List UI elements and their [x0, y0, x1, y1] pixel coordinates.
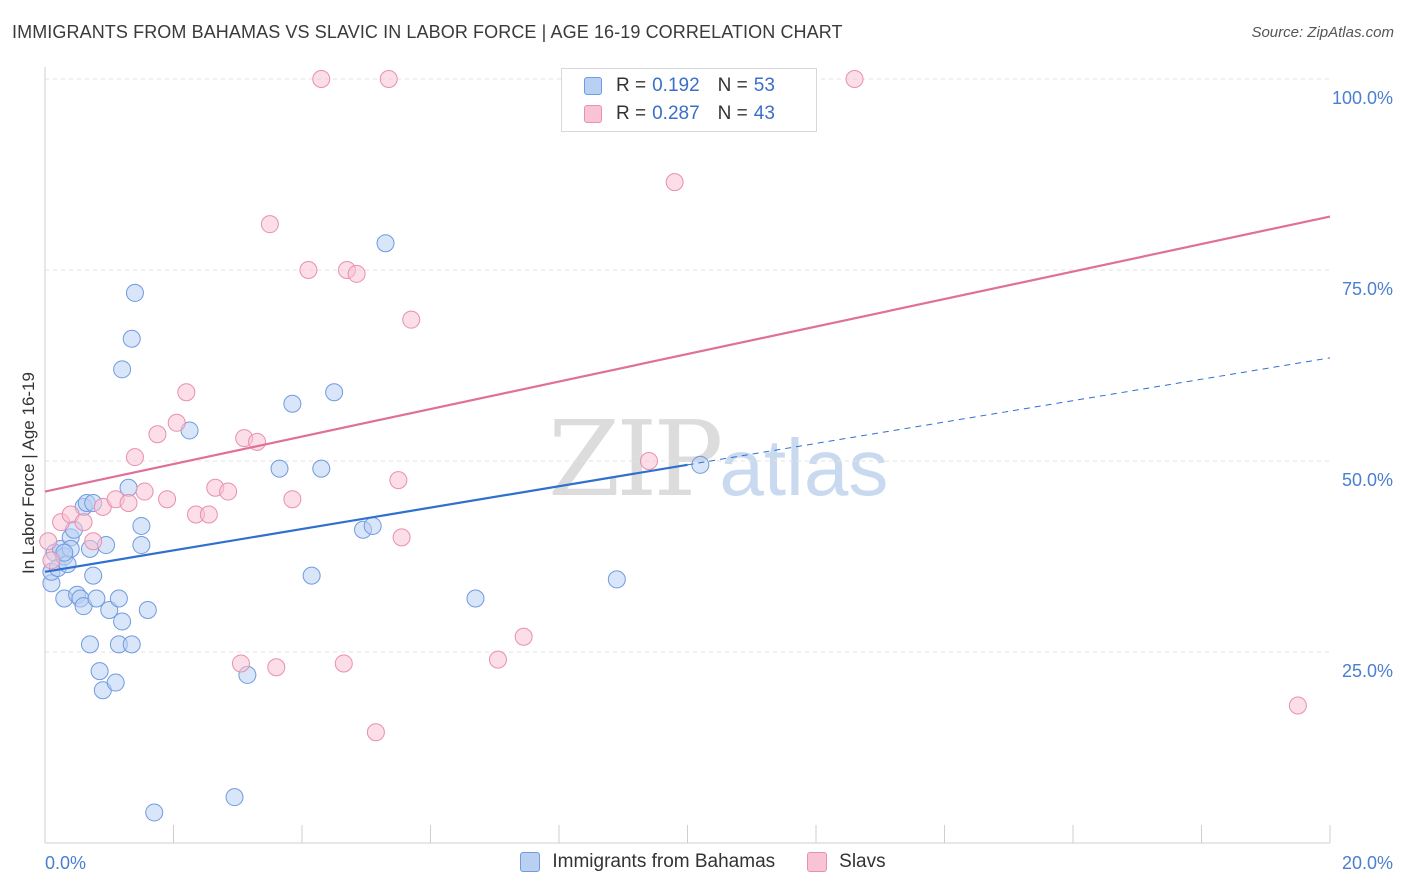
point-slavs [39, 532, 58, 551]
point-bahamas [325, 383, 344, 402]
x-tick-label: 20.0% [1342, 853, 1393, 873]
legend-row-bahamas: R = 0.192 N = 53 [584, 73, 775, 99]
point-slavs [267, 658, 286, 677]
point-slavs [135, 482, 154, 501]
point-slavs [283, 490, 302, 509]
y-tick-label: 50.0% [1342, 470, 1393, 490]
point-bahamas [100, 600, 119, 619]
point-slavs [148, 425, 167, 444]
y-axis-label: In Labor Force | Age 16-19 [19, 372, 38, 574]
series-swatch-bahamas [520, 852, 541, 872]
point-bahamas [87, 589, 106, 608]
series-name-slavs: Slavs [839, 851, 886, 872]
point-slavs [488, 650, 507, 669]
watermark-atlas: atlas [719, 423, 889, 512]
point-bahamas [113, 612, 132, 631]
point-slavs [514, 627, 533, 646]
point-bahamas [80, 635, 99, 654]
point-slavs [347, 264, 366, 283]
point-bahamas [312, 459, 331, 478]
point-slavs [402, 310, 421, 329]
point-slavs [639, 452, 658, 470]
point-slavs [219, 482, 238, 501]
point-slavs [1288, 696, 1307, 715]
point-bahamas [122, 635, 141, 654]
chart-title: IMMIGRANTS FROM BAHAMAS VS SLAVIC IN LAB… [12, 22, 843, 42]
point-slavs [299, 261, 318, 279]
point-slavs [158, 490, 177, 509]
point-slavs [665, 173, 684, 192]
point-bahamas [122, 329, 141, 348]
point-slavs [389, 471, 408, 490]
series-swatch-slavs [807, 852, 828, 872]
point-bahamas [691, 455, 710, 474]
point-slavs [231, 654, 250, 673]
point-bahamas [145, 803, 164, 822]
y-tick-label: 25.0% [1342, 661, 1393, 681]
point-slavs [119, 494, 138, 513]
point-bahamas [84, 566, 103, 585]
point-bahamas [90, 662, 109, 681]
y-tick-label: 75.0% [1342, 279, 1393, 299]
point-bahamas [132, 516, 151, 535]
point-bahamas [109, 589, 128, 608]
trendline-bahamas [44, 463, 688, 573]
point-slavs [84, 532, 103, 551]
source-note: Source: ZipAtlas.com [1251, 24, 1394, 41]
point-bahamas [132, 536, 151, 555]
legend-r-label: R = [616, 75, 647, 96]
point-bahamas [283, 394, 302, 413]
legend-swatch-bahamas [584, 77, 602, 95]
point-bahamas [125, 283, 144, 302]
trendline-slavs [44, 215, 1331, 493]
trendline-bahamas-extension [687, 357, 1331, 466]
legend-n-value-slavs: 43 [753, 103, 775, 124]
point-bahamas [302, 566, 321, 585]
point-slavs [366, 723, 385, 742]
point-slavs [334, 654, 353, 673]
point-bahamas [363, 516, 382, 535]
point-slavs [74, 513, 93, 532]
point-slavs [379, 70, 398, 88]
point-bahamas [106, 673, 125, 692]
series-legend-slavs: Slavs [807, 851, 886, 873]
point-bahamas [607, 570, 626, 589]
x-tick-label: 0.0% [45, 853, 86, 873]
point-slavs [199, 505, 218, 524]
point-bahamas [113, 360, 132, 379]
point-slavs [260, 215, 279, 234]
legend-r-label: R = [616, 103, 647, 124]
point-slavs [312, 70, 331, 88]
point-slavs [392, 528, 411, 547]
point-bahamas [225, 788, 244, 807]
correlation-legend: R = 0.192 N = 53 R = 0.287 N = 43 [561, 68, 817, 132]
legend-row-slavs: R = 0.287 N = 43 [584, 101, 775, 127]
point-bahamas [376, 234, 395, 253]
point-slavs [167, 413, 186, 432]
series-legend: Immigrants from Bahamas Slavs [0, 851, 1406, 873]
legend-r-value-bahamas: 0.192 [652, 75, 700, 96]
y-tick-label: 100.0% [1332, 88, 1393, 108]
series-legend-bahamas: Immigrants from Bahamas [520, 851, 775, 873]
point-slavs [177, 383, 196, 402]
point-slavs [42, 551, 61, 570]
point-bahamas [138, 600, 157, 619]
series-name-bahamas: Immigrants from Bahamas [552, 851, 776, 872]
legend-n-label: N = [717, 75, 748, 96]
legend-n-label: N = [717, 103, 748, 124]
legend-n-value-bahamas: 53 [753, 75, 775, 96]
watermark: ZIPatlas [548, 398, 888, 520]
point-slavs [845, 70, 864, 88]
point-bahamas [466, 589, 485, 608]
point-slavs [125, 448, 144, 467]
legend-swatch-slavs [584, 105, 602, 123]
point-bahamas [270, 459, 289, 478]
legend-r-value-slavs: 0.287 [652, 103, 700, 124]
